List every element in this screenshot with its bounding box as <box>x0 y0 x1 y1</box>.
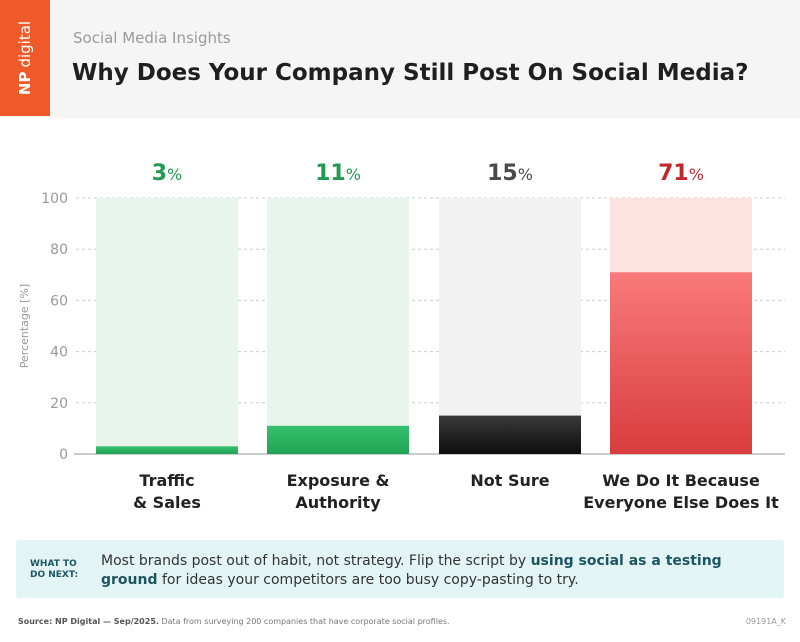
y-axis-label: Percentage [%] <box>18 284 31 368</box>
x-category-label: We Do It Because Everyone Else Does It <box>583 471 779 512</box>
source-note: Source: NP Digital — Sep/2025. Data from… <box>18 617 450 626</box>
bar-track <box>96 198 238 454</box>
y-tick-label: 0 <box>59 447 68 463</box>
x-category-label: Exposure & Authority <box>287 471 390 512</box>
x-category-label-line: We Do It Because <box>602 471 760 490</box>
y-tick-label: 40 <box>50 345 68 361</box>
bar-value-label: 3% <box>152 161 183 186</box>
y-tick-label: 80 <box>50 242 68 258</box>
bar <box>267 425 409 454</box>
bar <box>439 415 581 454</box>
what-next-text-before: Most brands post out of habit, not strat… <box>101 553 531 569</box>
what-next-label-line1: WHAT TO <box>30 559 77 569</box>
logo-digital: digital <box>16 20 34 68</box>
what-to-do-next-text: Most brands post out of habit, not strat… <box>101 552 771 590</box>
bar-value-number: 15 <box>487 161 518 186</box>
header: NP digital Social Media Insights Why Does… <box>0 0 800 118</box>
x-category-label-line: & Sales <box>133 493 201 512</box>
source-text: Data from surveying 200 companies that h… <box>158 617 450 626</box>
bar-chart: 0 20 40 60 80 100 Percentage [%] 3% Traffic & Sal… <box>18 161 785 512</box>
bar <box>610 272 752 454</box>
x-category-label-line: Not Sure <box>470 471 549 490</box>
logo-text: NP digital <box>16 21 34 95</box>
bar-value-percent: % <box>167 165 182 184</box>
bar-value-percent: % <box>518 165 533 184</box>
bar-layer <box>96 272 752 454</box>
page-title: Why Does Your Company Still Post On Soci… <box>72 60 749 86</box>
page-subtitle: Social Media Insights <box>73 29 231 47</box>
y-tick-label: 60 <box>50 293 68 309</box>
y-tick-label: 100 <box>41 191 68 207</box>
bar-track <box>439 198 581 454</box>
source-bold: Source: NP Digital — Sep/2025. <box>18 617 159 626</box>
bar-track <box>267 198 409 454</box>
x-category-label-line: Traffic <box>139 471 194 490</box>
bar <box>96 446 238 454</box>
bar-value-percent: % <box>689 165 704 184</box>
what-next-highlight: using social as a testing ground <box>101 553 722 588</box>
x-category-label-line: Exposure & <box>287 471 390 490</box>
what-to-do-next-box: WHAT TO DO NEXT: Most brands post out of… <box>16 540 784 598</box>
bar-value-percent: % <box>346 165 361 184</box>
x-category-label: Not Sure <box>470 471 549 490</box>
y-tick-label: 20 <box>50 396 68 412</box>
what-next-label-line2: DO NEXT: <box>30 570 79 580</box>
np-digital-logo: NP digital <box>0 0 50 116</box>
what-to-do-next-label: WHAT TO DO NEXT: <box>30 559 88 581</box>
what-next-text-after: for ideas your competitors are too busy … <box>157 572 579 588</box>
bar-value-number: 71 <box>658 161 689 186</box>
x-category-label: Traffic & Sales <box>133 471 201 512</box>
x-category-label-line: Everyone Else Does It <box>583 493 779 512</box>
bar-value-number: 11 <box>315 161 346 186</box>
bar-value-label: 71% <box>658 161 704 186</box>
bar-value-number: 3 <box>152 161 167 186</box>
label-layer: 0 20 40 60 80 100 Percentage [%] 3% Traffic & Sal… <box>18 161 779 512</box>
chart-code: 09191A_K <box>745 617 786 626</box>
bar-value-label: 15% <box>487 161 533 186</box>
x-category-label-line: Authority <box>295 493 381 512</box>
bar-value-label: 11% <box>315 161 361 186</box>
logo-np: NP <box>16 71 34 96</box>
